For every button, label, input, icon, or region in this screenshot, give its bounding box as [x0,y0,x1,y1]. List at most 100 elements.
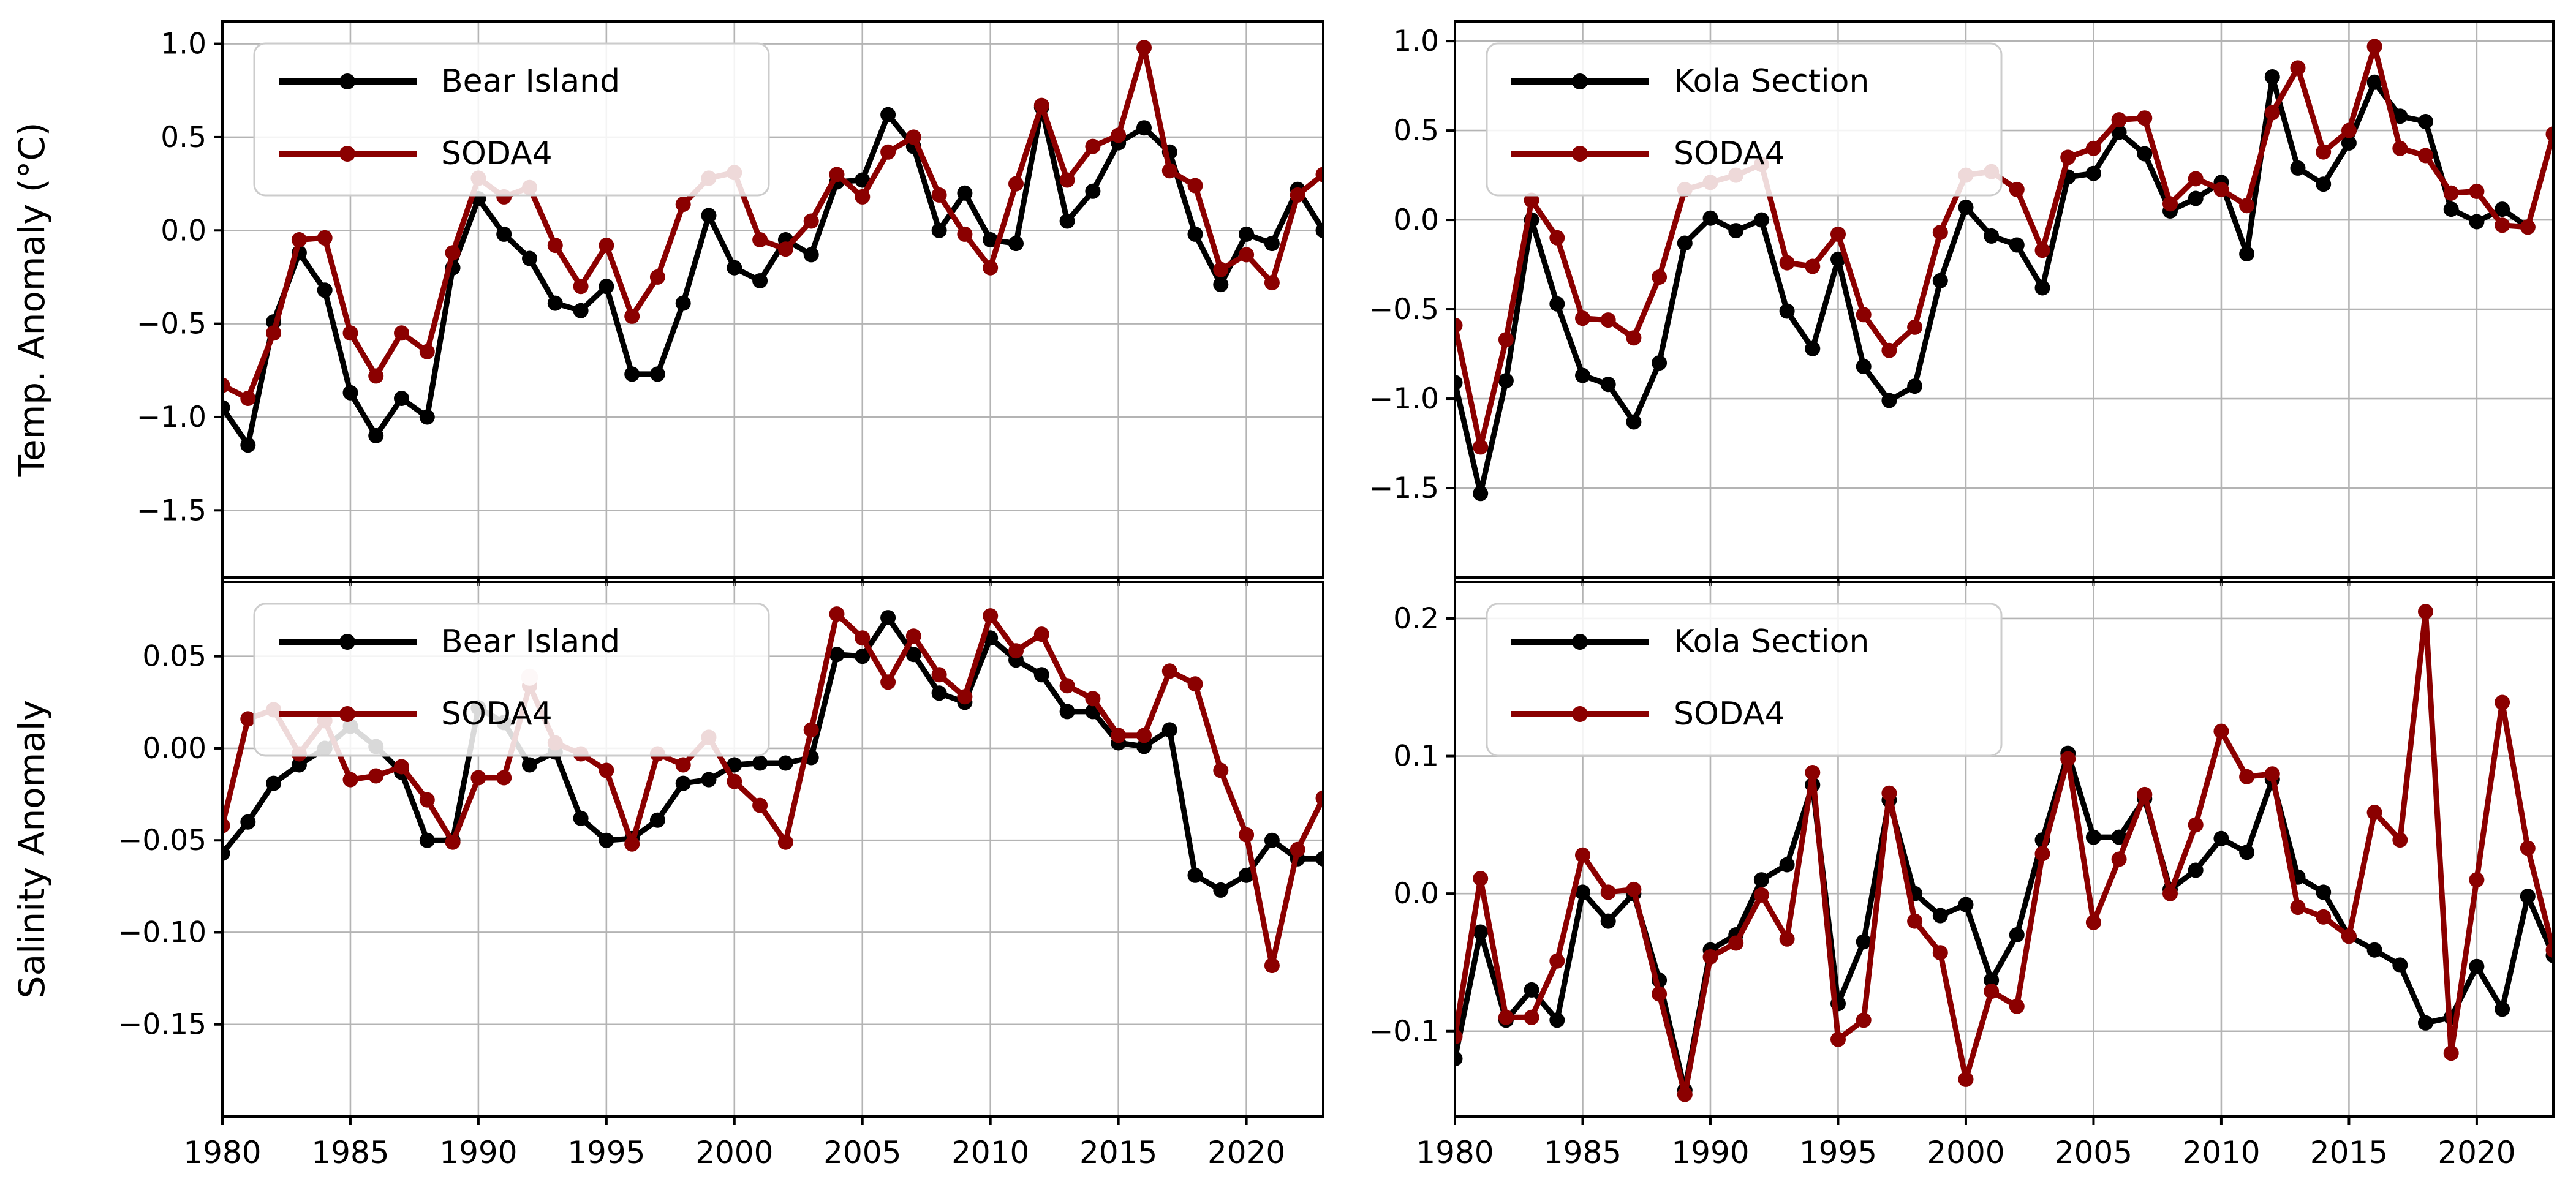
marker-soda4-1999 [1932,225,1948,240]
marker-soda4-2011 [1008,176,1024,192]
panel-sal-kola: 0.2 0.1 0.0 −0.1 1980 1985 1990 1995 2000 2005 201… [1369,581,2555,1170]
marker-bear-island-2016 [1136,739,1152,754]
marker-bear-island-1997 [649,812,665,828]
marker-soda4-1990 [1702,949,1718,965]
marker-soda4-2019 [1213,261,1229,277]
panel-temp-kola: 1.0 0.5 0.0 −0.5 −1.0 −1.5 Kola Section SODA4 [1369,20,2555,586]
marker-soda4-1988 [419,344,435,359]
marker-bear-island-1995 [599,832,614,848]
marker-soda4-1992 [1753,887,1769,903]
marker-soda4-1996 [1856,1012,1872,1028]
marker-soda4-2023 [1315,167,1323,182]
marker-bear-island-2021 [1264,832,1280,848]
xtick-label: 2000 [695,1135,773,1170]
legend-label: SODA4 [1674,135,1785,172]
marker-kola-section-2020 [2469,958,2485,974]
marker-soda4-1986 [368,768,384,784]
marker-soda4-2010 [2213,723,2229,739]
marker-soda4-2011 [2239,198,2255,214]
legend: Bear Island SODA4 [253,603,770,757]
marker-soda4-1998 [675,757,691,773]
marker-soda4-2008 [2162,886,2178,901]
panel-frame [221,581,1324,1118]
marker-kola-section-1984 [1549,296,1565,312]
marker-soda4-2013 [2290,900,2306,916]
marker-soda4-1989 [445,245,461,261]
marker-soda4-1983 [291,232,307,247]
marker-kola-section-2019 [2443,201,2459,217]
marker-soda4-1998 [1907,319,1923,335]
marker-soda4-2004 [829,167,845,182]
marker-soda4-2009 [2188,817,2204,833]
marker-kola-section-2000 [1958,200,1974,216]
marker-soda4-1980 [1455,1029,1463,1045]
marker-kola-section-1986 [1600,913,1616,929]
marker-soda4-1996 [624,836,640,852]
marker-bear-island-1986 [368,427,384,443]
marker-soda4-2019 [2443,1045,2459,1061]
marker-kola-section-2003 [2034,280,2050,296]
marker-kola-section-2001 [1984,228,2000,244]
marker-soda4-2013 [2290,60,2306,76]
marker-soda4-1985 [1575,310,1590,326]
y-axis-label: Salinity Anomaly [11,700,53,998]
marker-bear-island-1991 [496,226,512,242]
marker-soda4-2000 [1958,1071,1974,1087]
marker-soda4-2017 [2392,832,2408,848]
marker-bear-island-1983 [291,757,307,773]
line-temp-kola-soda4 [1455,43,2553,450]
marker-soda4-2008 [931,187,947,203]
ytick-label: −0.1 [1369,1015,1439,1048]
marker-soda4-1997 [1881,342,1897,358]
ytick-label: −1.5 [137,494,206,527]
marker-soda4-2004 [2060,149,2076,165]
marker-bear-island-1988 [419,409,435,425]
marker-soda4-2007 [2137,786,2153,802]
marker-bear-island-2005 [855,172,871,188]
marker-kola-section-1991 [1728,223,1744,239]
marker-kola-section-2006 [2111,829,2127,845]
marker-soda4-1981 [240,391,256,406]
marker-soda4-2022 [1290,841,1305,857]
marker-soda4-1980 [222,377,230,393]
marker-kola-section-1994 [1805,340,1821,356]
marker-soda4-1986 [1600,884,1616,900]
marker-kola-section-2021 [2495,201,2510,217]
marker-kola-section-1981 [1473,924,1489,940]
marker-soda4-1985 [342,772,358,788]
marker-bear-island-1992 [522,757,537,773]
ytick-label: 0.0 [1393,877,1439,911]
panel-frame [221,20,1324,579]
marker-soda4-2001 [752,797,768,813]
ytick-label: −0.5 [137,307,206,341]
marker-soda4-1995 [1830,226,1846,242]
marker-soda4-1994 [573,279,589,295]
ytick-label: −1.5 [1369,472,1439,505]
marker-soda4-2012 [2264,105,2280,121]
marker-kola-section-1980 [1455,1051,1463,1067]
marker-soda4-2017 [2392,140,2408,156]
marker-bear-island-1980 [222,845,230,861]
series-group [1455,604,2553,1102]
ytick-label: −1.0 [137,401,206,434]
marker-soda4-2013 [1059,172,1075,188]
marker-soda4-2011 [1008,643,1024,659]
marker-soda4-1987 [1626,881,1642,897]
marker-soda4-2014 [1085,138,1101,154]
marker-soda4-1981 [1473,871,1489,886]
marker-soda4-1993 [547,238,563,254]
xtick-label: 2000 [1927,1135,2004,1170]
marker-kola-section-1995 [1830,251,1846,267]
marker-soda4-2021 [2495,217,2510,233]
marker-kola-section-2009 [2188,862,2204,878]
ytick-label: 0.05 [142,640,206,674]
marker-soda4-2010 [983,608,999,624]
marker-kola-section-1998 [1907,378,1923,394]
marker-kola-section-2006 [2111,124,2127,140]
marker-bear-island-2013 [1059,213,1075,229]
marker-soda4-1982 [1498,1009,1514,1025]
panel-temp-bear: 1.0 0.5 0.0 −0.5 −1.0 −1.5 Temp. Anomaly (°C) B… [11,20,1324,586]
legend-marker-sample [1572,146,1588,162]
marker-kola-section-1999 [1932,908,1948,924]
